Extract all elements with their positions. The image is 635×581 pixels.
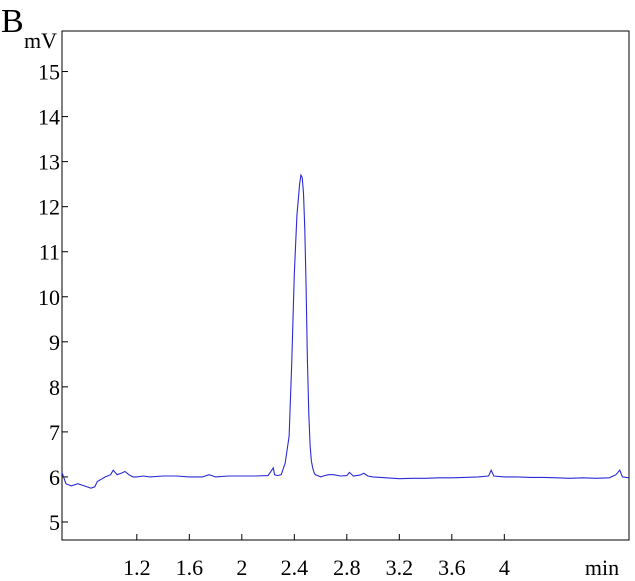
plot-frame xyxy=(61,30,630,541)
y-tick-label: 8 xyxy=(49,375,60,400)
x-tick-label: 2.4 xyxy=(281,555,309,580)
x-tick-label: 1.6 xyxy=(176,555,204,580)
y-tick-label: 7 xyxy=(49,420,60,445)
chromatogram-trace xyxy=(61,173,630,489)
x-tick-label: 3.2 xyxy=(386,555,414,580)
y-tick-label: 6 xyxy=(49,465,60,490)
y-tick-label: 10 xyxy=(38,285,60,310)
x-tick-label: 4 xyxy=(499,555,510,580)
x-tick-label: 1.2 xyxy=(123,555,151,580)
panel-label: B xyxy=(1,3,24,40)
y-tick-label: 15 xyxy=(38,60,60,85)
y-tick-label: 9 xyxy=(49,330,60,355)
y-tick-label: 12 xyxy=(38,195,60,220)
y-axis-unit-label: mV xyxy=(24,28,57,53)
y-tick-label: 11 xyxy=(39,240,60,265)
x-tick-label: 2.8 xyxy=(333,555,361,580)
x-tick-label: 2 xyxy=(236,555,247,580)
y-axis: 5 6 7 8 9 10 11 12 13 14 15 xyxy=(38,60,68,535)
y-tick-label: 13 xyxy=(38,150,60,175)
y-tick-label: 14 xyxy=(38,105,60,130)
x-axis-unit-label: min xyxy=(585,555,619,580)
x-axis: 1.2 1.6 2 2.4 2.8 3.2 3.6 4 xyxy=(123,534,510,580)
x-tick-label: 3.6 xyxy=(438,555,466,580)
y-tick-label: 5 xyxy=(49,510,60,535)
